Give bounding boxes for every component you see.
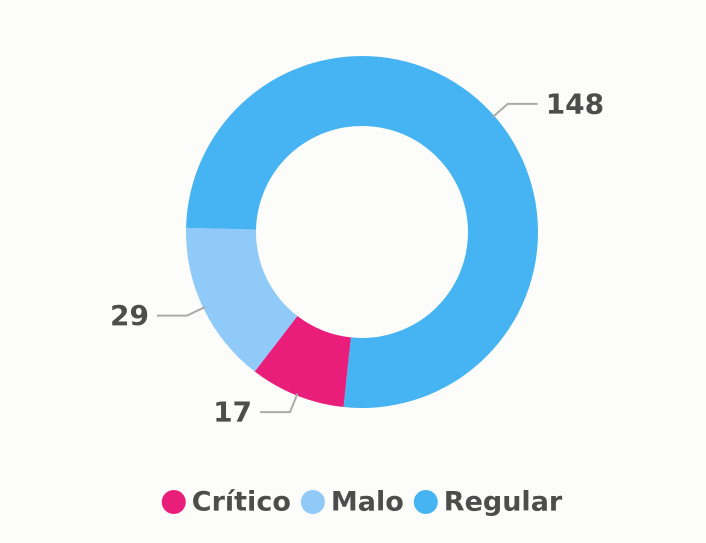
legend-marker-regular (414, 490, 438, 514)
leader-line-regular (493, 104, 538, 117)
data-label-critico: 17 (213, 396, 252, 429)
legend-label-malo: Malo (331, 487, 404, 518)
legend-marker-malo (301, 490, 325, 514)
data-label-regular: 148 (546, 87, 604, 120)
legend-marker-critico (162, 490, 186, 514)
data-label-malo: 29 (110, 299, 149, 332)
leader-line-critico (260, 394, 297, 413)
leader-line-malo (157, 307, 205, 316)
legend-label-regular: Regular (444, 487, 563, 518)
legend-label-critico: Crítico (192, 487, 291, 518)
legend-item-critico: Crítico (162, 487, 291, 518)
legend-item-regular: Regular (414, 487, 563, 518)
legend-item-malo: Malo (301, 487, 404, 518)
legend: Crítico Malo Regular (162, 487, 563, 518)
donut-slices (186, 56, 538, 408)
